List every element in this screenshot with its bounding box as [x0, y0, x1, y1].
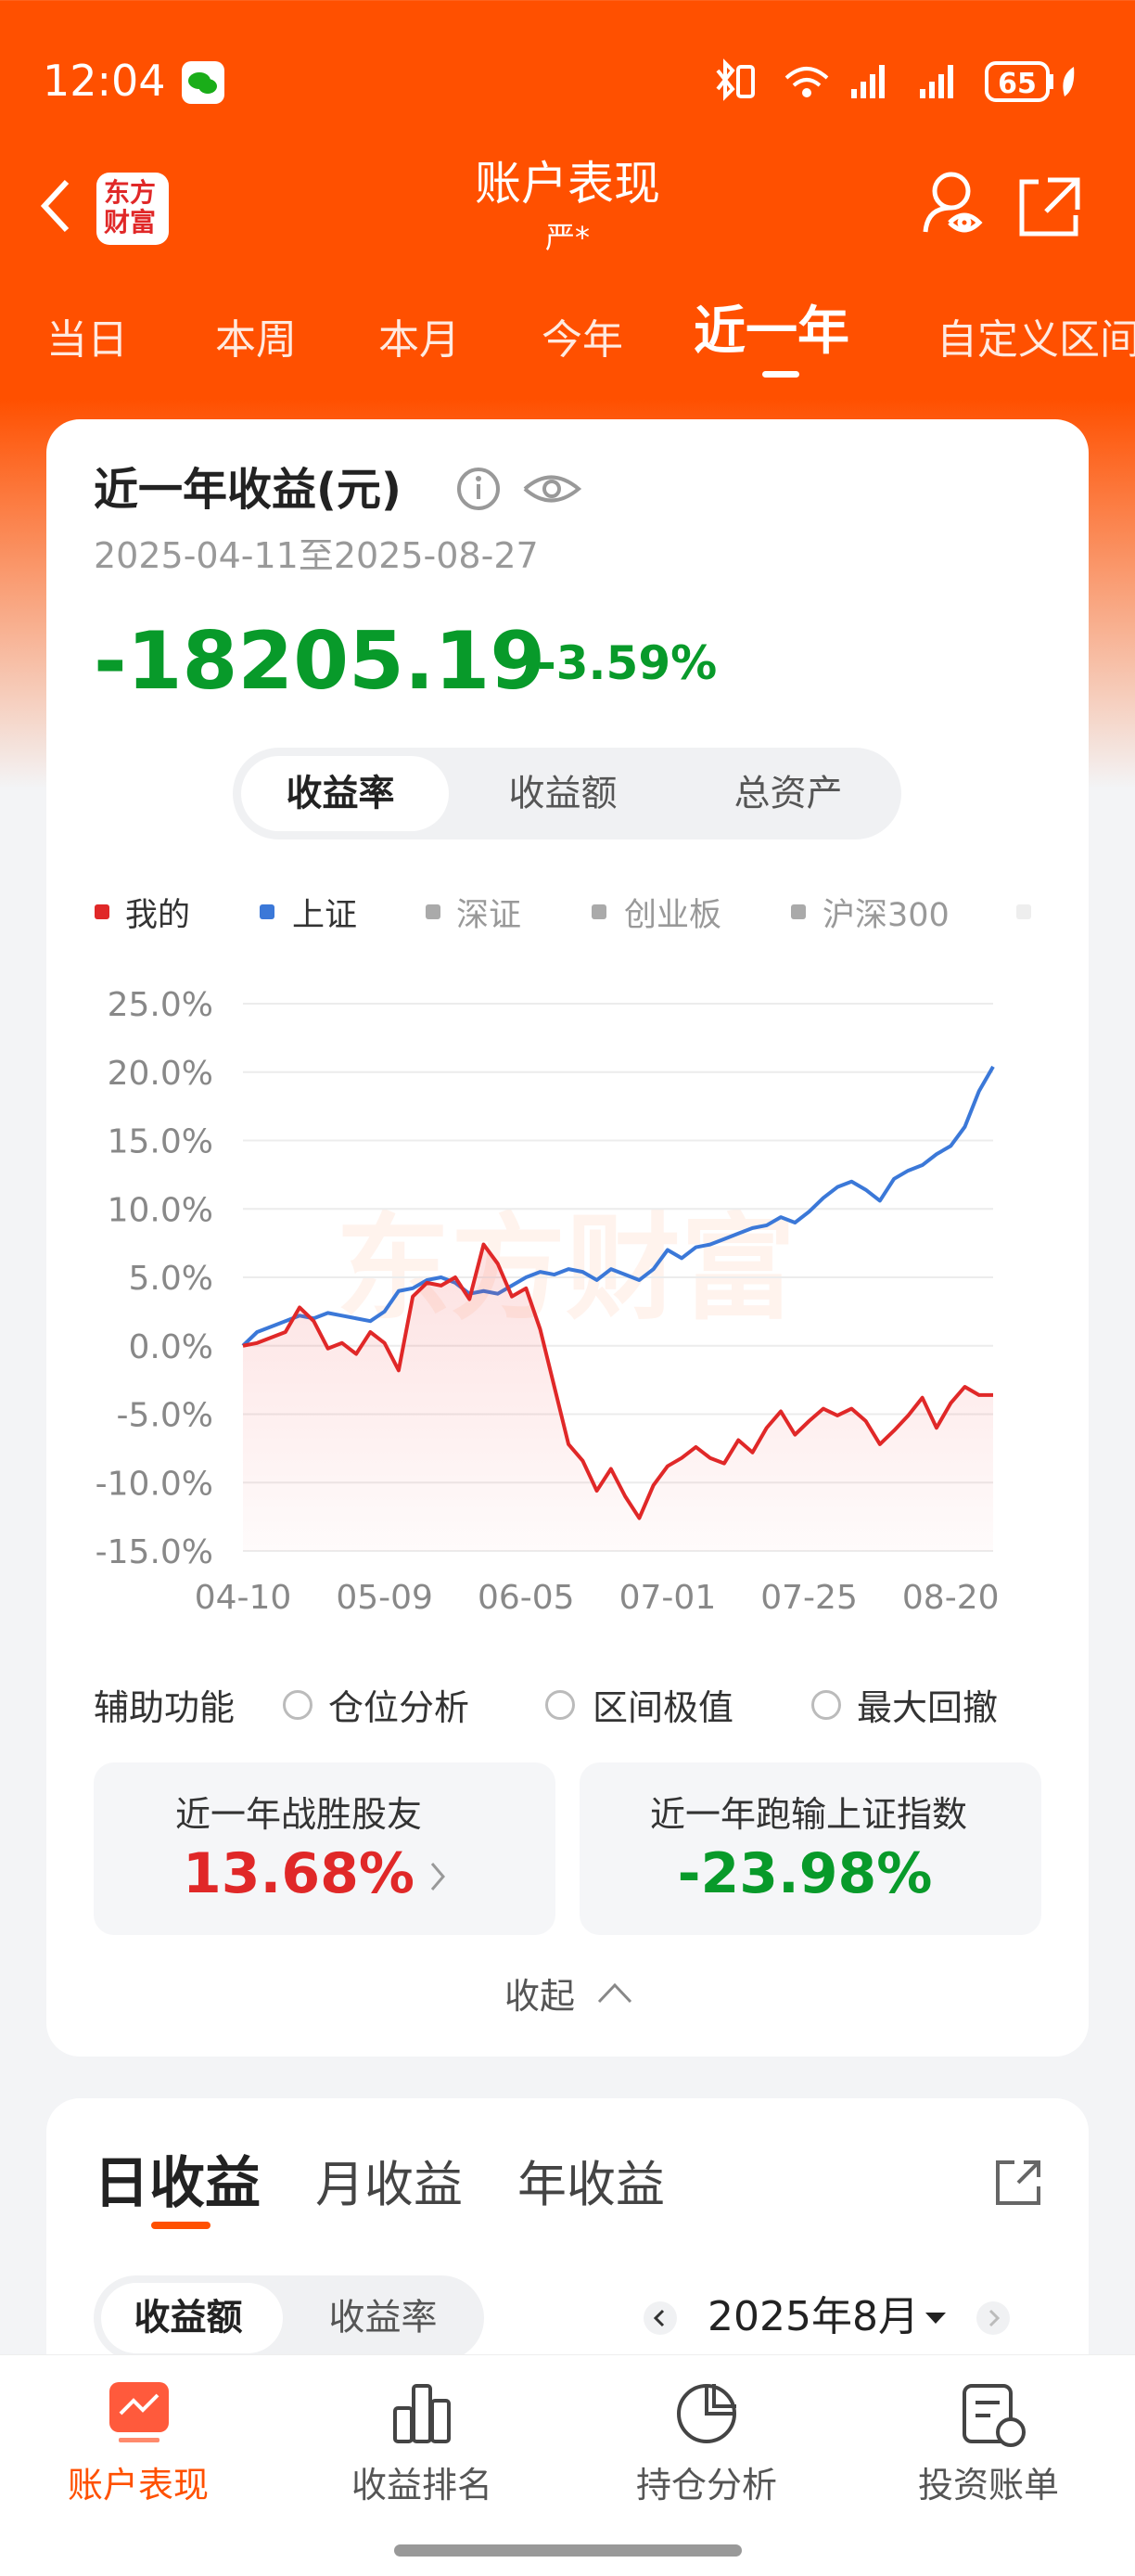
- nav-item[interactable]: 持仓分析: [635, 2465, 778, 2506]
- radio[interactable]: [545, 1690, 575, 1720]
- y-tick-label: 15.0%: [108, 1123, 213, 1161]
- toggle-option[interactable]: 收益率: [286, 773, 395, 815]
- aux-label: 辅助功能: [94, 1687, 236, 1728]
- tab[interactable]: 今年: [542, 316, 623, 364]
- y-tick-label: -5.0%: [117, 1397, 213, 1435]
- legend-swatch: [260, 904, 274, 919]
- aux-option[interactable]: 区间极值: [593, 1687, 734, 1728]
- legend-item[interactable]: 我的: [125, 897, 191, 934]
- account-name: 严*: [544, 220, 591, 255]
- stat-label: 近一年跑输上证指数: [649, 1794, 968, 1835]
- clock: 12:04: [43, 56, 166, 106]
- next-month[interactable]: [975, 2300, 1012, 2337]
- x-tick-label: 05-09: [336, 1579, 433, 1617]
- stat-value: -23.98%: [677, 1841, 933, 1906]
- tab-bar: 当日 本周 本月 今年 近一年 自定义区间: [0, 0, 1135, 408]
- toggle-option[interactable]: 收益额: [134, 2297, 243, 2339]
- profit-rate: -3.59%: [537, 636, 718, 690]
- legend-item[interactable]: 上证: [292, 897, 358, 934]
- period-indicator: [151, 2222, 210, 2229]
- y-tick-label: 5.0%: [129, 1260, 213, 1298]
- tab[interactable]: 本周: [215, 316, 297, 364]
- toggle-option[interactable]: 收益率: [328, 2297, 438, 2339]
- wechat-icon: [182, 61, 224, 104]
- toggle-selected: [241, 756, 449, 831]
- tab[interactable]: 当日: [46, 316, 128, 364]
- legend-swatch: [95, 904, 109, 919]
- nav-item[interactable]: 收益排名: [351, 2465, 493, 2506]
- legend-item[interactable]: 沪深300: [823, 897, 950, 934]
- nav-icons: [109, 2382, 1026, 2447]
- y-tick-label: 10.0%: [108, 1191, 213, 1229]
- y-tick-label: 20.0%: [108, 1055, 213, 1093]
- chevron-right: [430, 1863, 445, 1890]
- logo: 东方 财富: [96, 173, 169, 245]
- y-tick-label: 25.0%: [108, 986, 213, 1024]
- line-chart: 东方财富 25.0%20.0%15.0%10.0%5.0%0.0%-5.0%-1…: [96, 986, 1000, 1617]
- period-tab[interactable]: 月收益: [315, 2157, 463, 2213]
- battery-level: 65: [998, 68, 1037, 100]
- tab-active[interactable]: 近一年: [694, 301, 849, 362]
- nav-item-active[interactable]: 账户表现: [67, 2465, 210, 2506]
- aux-option[interactable]: 仓位分析: [328, 1687, 470, 1728]
- summary-title: 近一年收益(元): [94, 464, 402, 516]
- x-tick-label: 08-20: [902, 1579, 1000, 1617]
- x-tick-label: 07-25: [760, 1579, 858, 1617]
- x-tick-label: 04-10: [195, 1579, 292, 1617]
- bottom-nav: [0, 2354, 1135, 2576]
- page-title: 账户表现: [475, 157, 660, 211]
- y-tick-label: -15.0%: [96, 1533, 213, 1571]
- aux-option[interactable]: 最大回撤: [857, 1687, 999, 1728]
- info-eye-icons[interactable]: [456, 466, 586, 512]
- header-actions[interactable]: [918, 171, 1094, 241]
- period-tab-active[interactable]: 日收益: [94, 2151, 261, 2216]
- logo-text: 东方: [104, 177, 157, 208]
- legend-item[interactable]: 深证: [456, 897, 522, 934]
- date-range: 2025-04-11至2025-08-27: [94, 535, 539, 576]
- status-icons: 65: [716, 58, 1075, 102]
- legend-item[interactable]: 创业板: [624, 897, 722, 934]
- total-profit: -18205.19: [94, 615, 546, 708]
- share-button[interactable]: [992, 2157, 1044, 2209]
- nav-item[interactable]: 投资账单: [917, 2465, 1060, 2506]
- legend-swatch: [1016, 904, 1031, 919]
- line: [241, 1065, 995, 1348]
- legend-swatch: [426, 904, 440, 919]
- tab-indicator: [762, 371, 799, 378]
- stat-label: 近一年战胜股友: [174, 1794, 423, 1835]
- y-tick-label: 0.0%: [129, 1328, 213, 1366]
- legend-swatch: [791, 904, 806, 919]
- stat-box[interactable]: [94, 1762, 555, 1935]
- toggle-selected: [101, 2283, 283, 2353]
- logo-text: 财富: [104, 207, 157, 237]
- period-tab[interactable]: 年收益: [517, 2157, 665, 2213]
- legend-swatch: [592, 904, 606, 919]
- toggle-option[interactable]: 总资产: [733, 773, 843, 815]
- stat-box: [580, 1762, 1041, 1935]
- month-picker[interactable]: 2025年8月: [708, 2293, 919, 2340]
- area: [243, 1244, 993, 1551]
- collapse-button[interactable]: 收起: [504, 1976, 576, 2017]
- chevron-up: [597, 1982, 632, 2004]
- tab[interactable]: 自定义区间: [937, 316, 1135, 364]
- toggle-option[interactable]: 收益额: [508, 773, 618, 815]
- stat-value: 13.68%: [183, 1841, 414, 1906]
- prev-month[interactable]: [642, 2300, 679, 2337]
- x-tick-label: 07-01: [619, 1579, 717, 1617]
- radio[interactable]: [811, 1690, 841, 1720]
- back-button[interactable]: [37, 176, 74, 236]
- line: [242, 1242, 993, 1520]
- y-tick-label: -10.0%: [96, 1465, 213, 1503]
- dropdown-arrow: [925, 2313, 946, 2324]
- x-tick-label: 06-05: [478, 1579, 575, 1617]
- home-indicator: [394, 2544, 742, 2557]
- tab[interactable]: 本月: [378, 316, 460, 364]
- radio[interactable]: [283, 1690, 312, 1720]
